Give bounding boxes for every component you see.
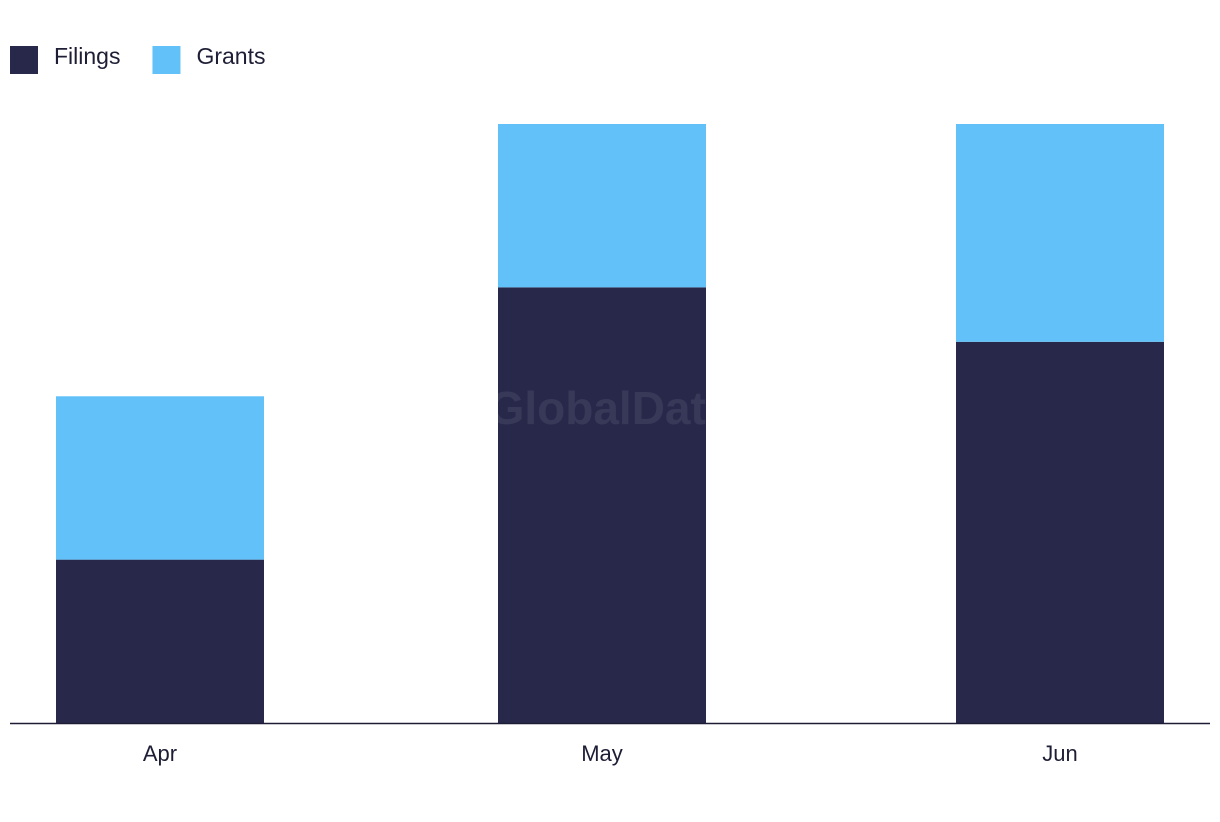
x-tick-label: May <box>581 741 623 766</box>
bar <box>498 287 706 723</box>
x-tick-label: Jun <box>1042 741 1077 766</box>
legend-swatch <box>152 46 181 74</box>
x-tick-label: Apr <box>143 741 177 766</box>
bar <box>956 341 1164 723</box>
bar <box>956 124 1164 342</box>
watermark: GlobalData <box>489 382 732 434</box>
bar <box>56 396 264 560</box>
bar <box>498 124 706 288</box>
legend-swatch <box>10 46 38 74</box>
legend-label: Grants <box>196 43 265 69</box>
legend-label: Filings <box>54 43 120 69</box>
bar <box>56 559 264 723</box>
